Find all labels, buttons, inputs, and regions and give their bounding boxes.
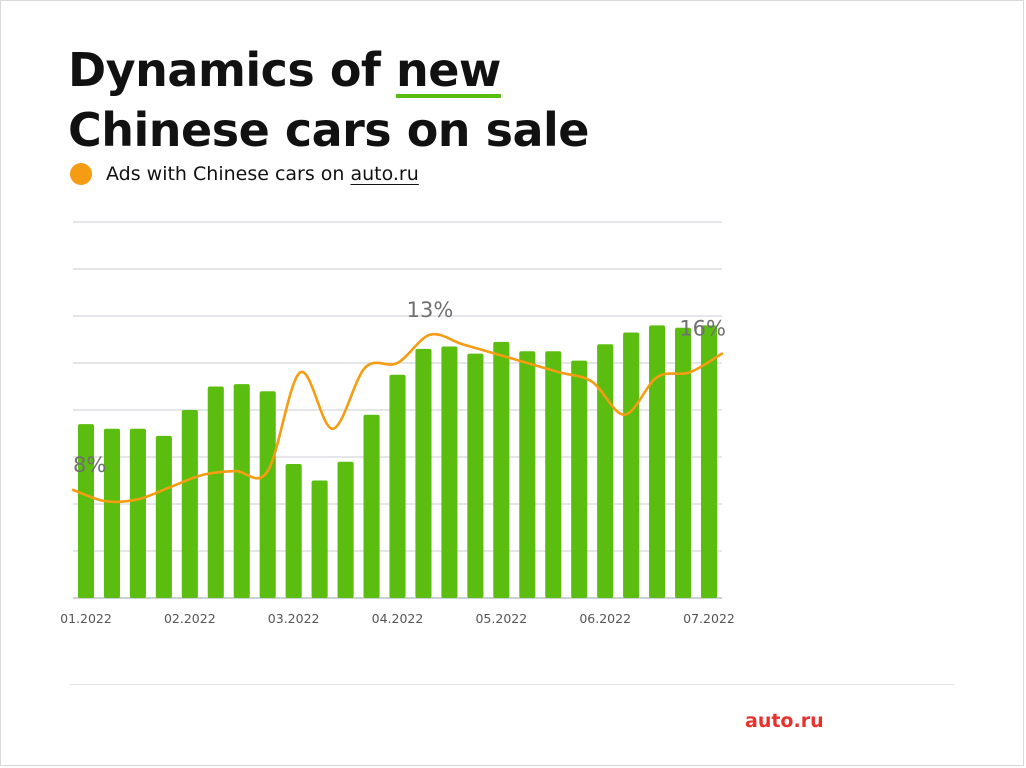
x-tick-label: 03.2022 <box>268 611 320 626</box>
bar <box>155 435 172 598</box>
bar <box>649 325 666 598</box>
x-tick-label: 04.2022 <box>372 611 424 626</box>
chart-title: Dynamics of new Chinese cars on sale <box>68 40 589 160</box>
bar <box>363 414 380 598</box>
bar <box>623 332 640 598</box>
bar <box>103 428 120 598</box>
bar <box>441 346 458 598</box>
bar <box>571 360 588 598</box>
x-tick-label: 05.2022 <box>475 611 527 626</box>
bar <box>311 480 328 598</box>
bar <box>259 391 276 598</box>
legend: Ads with Chinese cars on auto.ru <box>70 163 419 185</box>
x-tick-label: 02.2022 <box>164 611 216 626</box>
bar <box>181 410 198 598</box>
bar <box>207 386 224 598</box>
legend-label: Ads with Chinese cars on <box>106 163 345 185</box>
bar <box>545 351 562 598</box>
bar <box>467 353 484 598</box>
x-tick-label: 06.2022 <box>579 611 631 626</box>
x-tick-label: 07.2022 <box>683 611 735 626</box>
bar <box>233 384 250 598</box>
line-annotation-label: 13% <box>407 298 454 322</box>
title-line2-text: Chinese cars on sale <box>68 103 589 157</box>
legend-marker-icon <box>70 163 92 185</box>
bar <box>337 461 354 598</box>
bar <box>700 325 718 598</box>
line-series <box>71 332 724 504</box>
brand-logo: auto.ru <box>745 710 824 732</box>
line-annotation-label: 8% <box>73 453 106 477</box>
title-line1-text: Dynamics of <box>68 43 396 97</box>
bar <box>285 464 302 598</box>
bar <box>675 327 692 598</box>
line-annotation-label: 16% <box>679 317 726 341</box>
title-highlight-word: new <box>395 43 501 97</box>
bar <box>389 374 406 598</box>
bar <box>415 348 432 598</box>
footer-divider <box>70 684 954 685</box>
x-tick-label: 01.2022 <box>60 611 112 626</box>
legend-link[interactable]: auto.ru <box>350 163 419 185</box>
bar <box>519 351 536 598</box>
bar <box>493 341 510 598</box>
bar <box>597 344 614 598</box>
bar <box>129 428 146 598</box>
bar <box>77 424 95 598</box>
